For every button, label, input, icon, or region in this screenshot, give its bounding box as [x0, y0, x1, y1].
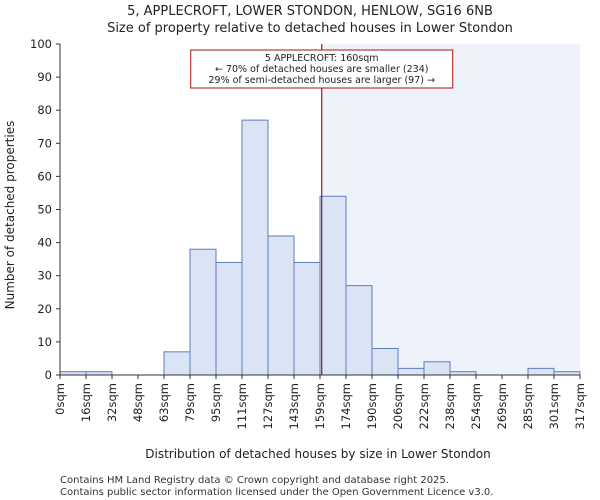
histogram-bar [215, 261, 243, 376]
x-tick-label: 32sqm [105, 383, 119, 422]
histogram-bar [527, 367, 555, 376]
x-tick-label: 174sqm [339, 383, 353, 429]
y-tick-label: 10 [37, 335, 52, 349]
histogram-bar [423, 361, 451, 376]
histogram-bar [371, 348, 399, 376]
annotation-line-1: 5 APPLECROFT: 160sqm [265, 53, 379, 64]
x-tick-label: 190sqm [365, 383, 379, 429]
histogram-bar [189, 248, 217, 376]
annotation-line-3: 29% of semi-detached houses are larger (… [208, 75, 435, 86]
x-tick-label: 222sqm [417, 383, 431, 429]
y-tick-label: 70 [37, 136, 52, 150]
x-tick-label: 111sqm [235, 383, 249, 429]
x-tick-label: 159sqm [313, 383, 327, 429]
annotation-box [190, 49, 454, 89]
y-tick-label: 20 [37, 302, 52, 316]
y-tick-label: 80 [37, 103, 52, 117]
bars [59, 119, 581, 376]
x-tick-label: 269sqm [495, 383, 509, 429]
histogram-bar [319, 195, 347, 376]
histogram-bar [397, 367, 425, 376]
chart-subtitle: Size of property relative to detached ho… [107, 21, 513, 36]
histogram-bar [241, 119, 269, 376]
x-tick-label: 285sqm [521, 383, 535, 429]
x-tick-label: 143sqm [287, 383, 301, 429]
y-tick-label: 50 [37, 203, 52, 217]
x-tick-label: 238sqm [443, 383, 457, 429]
y-tick-label: 60 [37, 169, 52, 183]
histogram-bar [267, 235, 295, 376]
x-ticks: 0sqm 16sqm 32sqm 48sqm 63sqm 79sqm 95sqm 111sqm… [53, 375, 587, 429]
histogram-bar [345, 285, 373, 376]
x-tick-label: 254sqm [469, 383, 483, 429]
x-tick-label: 16sqm [79, 383, 93, 422]
x-tick-label: 79sqm [183, 383, 197, 422]
annotation-line-2: ← 70% of detached houses are smaller (23… [215, 64, 428, 75]
chart-title: 5, APPLECROFT, LOWER STONDON, HENLOW, SG… [127, 4, 493, 19]
y-tick-label: 30 [37, 269, 52, 283]
x-tick-label: 301sqm [547, 383, 561, 429]
y-ticks: 0 10 20 30 40 50 60 70 80 90 100 [30, 37, 60, 382]
x-axis-label: Distribution of detached houses by size … [145, 447, 491, 461]
x-tick-label: 63sqm [157, 383, 171, 422]
footer-line-2: Contains public sector information licen… [60, 487, 493, 498]
x-tick-label: 127sqm [261, 383, 275, 429]
x-tick-label: 0sqm [53, 383, 67, 415]
y-tick-label: 40 [37, 236, 52, 250]
histogram-bar [163, 351, 191, 376]
x-tick-label: 317sqm [573, 383, 587, 429]
y-tick-label: 100 [30, 37, 52, 51]
footer-line-1: Contains HM Land Registry data © Crown c… [60, 475, 449, 486]
x-tick-label: 95sqm [209, 383, 223, 422]
y-tick-label: 90 [37, 70, 52, 84]
x-tick-label: 206sqm [391, 383, 405, 429]
histogram-bar [293, 261, 321, 376]
y-axis-label: Number of detached properties [3, 121, 17, 310]
x-tick-label: 48sqm [131, 383, 145, 422]
y-tick-label: 0 [45, 368, 52, 382]
